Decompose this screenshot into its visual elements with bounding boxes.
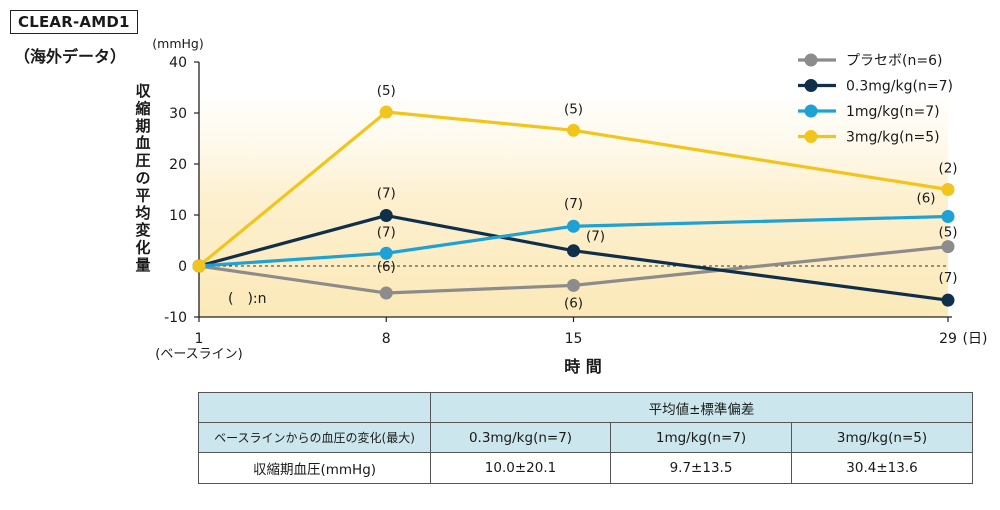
y-axis-label-char: 血 [135, 134, 150, 152]
table-group-header: 平均値±標準偏差 [430, 392, 973, 423]
data-point [941, 240, 955, 254]
y-tick-label: 40 [169, 55, 187, 71]
data-point [567, 123, 580, 137]
data-point [379, 105, 393, 119]
y-axis-label-char: 圧 [135, 152, 150, 170]
y-tick-label: 0 [178, 259, 187, 275]
study-badge: CLEAR-AMD1 [10, 10, 138, 34]
y-axis-label-char: 均 [135, 204, 150, 222]
data-point [941, 183, 955, 196]
n-note: ( ):n [228, 291, 267, 307]
series-line [198, 213, 949, 302]
y-axis-label-char: 化 [135, 239, 150, 257]
legend-label: プラセボ(n=6) [846, 53, 942, 69]
y-tick-label: 20 [169, 157, 187, 173]
n-label: (5) [564, 101, 583, 117]
table-corner-cell [198, 392, 431, 423]
data-point [941, 293, 955, 307]
legend-swatch-marker [804, 79, 818, 92]
legend-swatch-marker [804, 53, 818, 67]
data-point [379, 209, 393, 223]
data-source-label: （海外データ） [14, 47, 127, 66]
y-axis-label-char: 量 [135, 256, 150, 274]
table-cell: 10.0±20.1 [430, 452, 611, 484]
legend-label: 3mg/kg(n=5) [846, 130, 940, 146]
data-point [567, 219, 580, 233]
data-point [379, 286, 393, 300]
x-tick-label: 8 [382, 331, 391, 347]
data-point [941, 210, 955, 224]
n-label: (6) [916, 191, 935, 207]
data-point [567, 244, 580, 258]
x-tick-label: 15 [565, 331, 583, 347]
y-axis-label-char: 平 [135, 186, 150, 204]
n-label: (2) [938, 161, 957, 177]
legend-swatch-marker [804, 130, 818, 143]
table-row-label: 収縮期血圧(mmHg) [198, 452, 431, 484]
x-tick-label: 1 [195, 331, 204, 347]
n-label: (6) [377, 259, 396, 275]
y-axis-label-char: 変 [135, 221, 150, 239]
y-axis-label-char: 収 [135, 82, 151, 100]
n-label: (5) [377, 83, 396, 99]
y-axis-label-char: 縮 [135, 99, 150, 117]
x-tick-label: 29 [939, 331, 957, 347]
series-line [198, 245, 949, 295]
y-axis-label-char: の [135, 169, 150, 187]
table-cell: 30.4±13.6 [791, 452, 973, 484]
legend-swatch-marker [804, 104, 818, 118]
x-unit-label: (日) [963, 331, 988, 347]
n-label: (7) [586, 229, 605, 245]
y-unit-label: (mmHg) [152, 36, 203, 51]
y-axis-label-char: 期 [135, 117, 150, 135]
n-label: (5) [938, 225, 957, 241]
table-col-header: 3mg/kg(n=5) [791, 422, 973, 453]
x-axis-label: 時 間 [564, 357, 602, 376]
data-point [192, 259, 206, 273]
legend-label: 1mg/kg(n=7) [846, 104, 940, 120]
y-tick-label: -10 [164, 310, 187, 326]
line-chart: -10 0 10 20 30 40 1 8 15 29 (6) (6) (5) (7) (7) (7) (7)… [135, 36, 988, 376]
n-label: (6) [564, 295, 583, 311]
table-cell: 9.7±13.5 [610, 452, 792, 484]
series-line [197, 110, 949, 268]
series-line [198, 214, 949, 268]
y-axis-label: 収縮期血圧の平均変化量 [135, 82, 151, 274]
y-tick-label: 30 [169, 106, 187, 122]
n-label: (7) [938, 270, 957, 286]
n-label: (7) [377, 224, 396, 240]
table-row: 収縮期血圧(mmHg) 10.0±20.1 9.7±13.5 30.4±13.6 [198, 452, 973, 484]
summary-table: 平均値±標準偏差 ベースラインからの血圧の変化(最大) 0.3mg/kg(n=7… [198, 392, 973, 484]
table-row-header: ベースラインからの血圧の変化(最大) [198, 422, 431, 453]
n-label: (7) [564, 196, 583, 212]
table-col-header: 1mg/kg(n=7) [610, 422, 792, 453]
data-point [567, 278, 580, 292]
data-point [379, 246, 393, 260]
y-tick-label: 10 [169, 208, 187, 224]
n-label: (7) [377, 186, 396, 202]
x-first-sublabel: (ベースライン) [155, 347, 243, 362]
table-col-header: 0.3mg/kg(n=7) [430, 422, 611, 453]
legend-label: 0.3mg/kg(n=7) [846, 79, 953, 95]
